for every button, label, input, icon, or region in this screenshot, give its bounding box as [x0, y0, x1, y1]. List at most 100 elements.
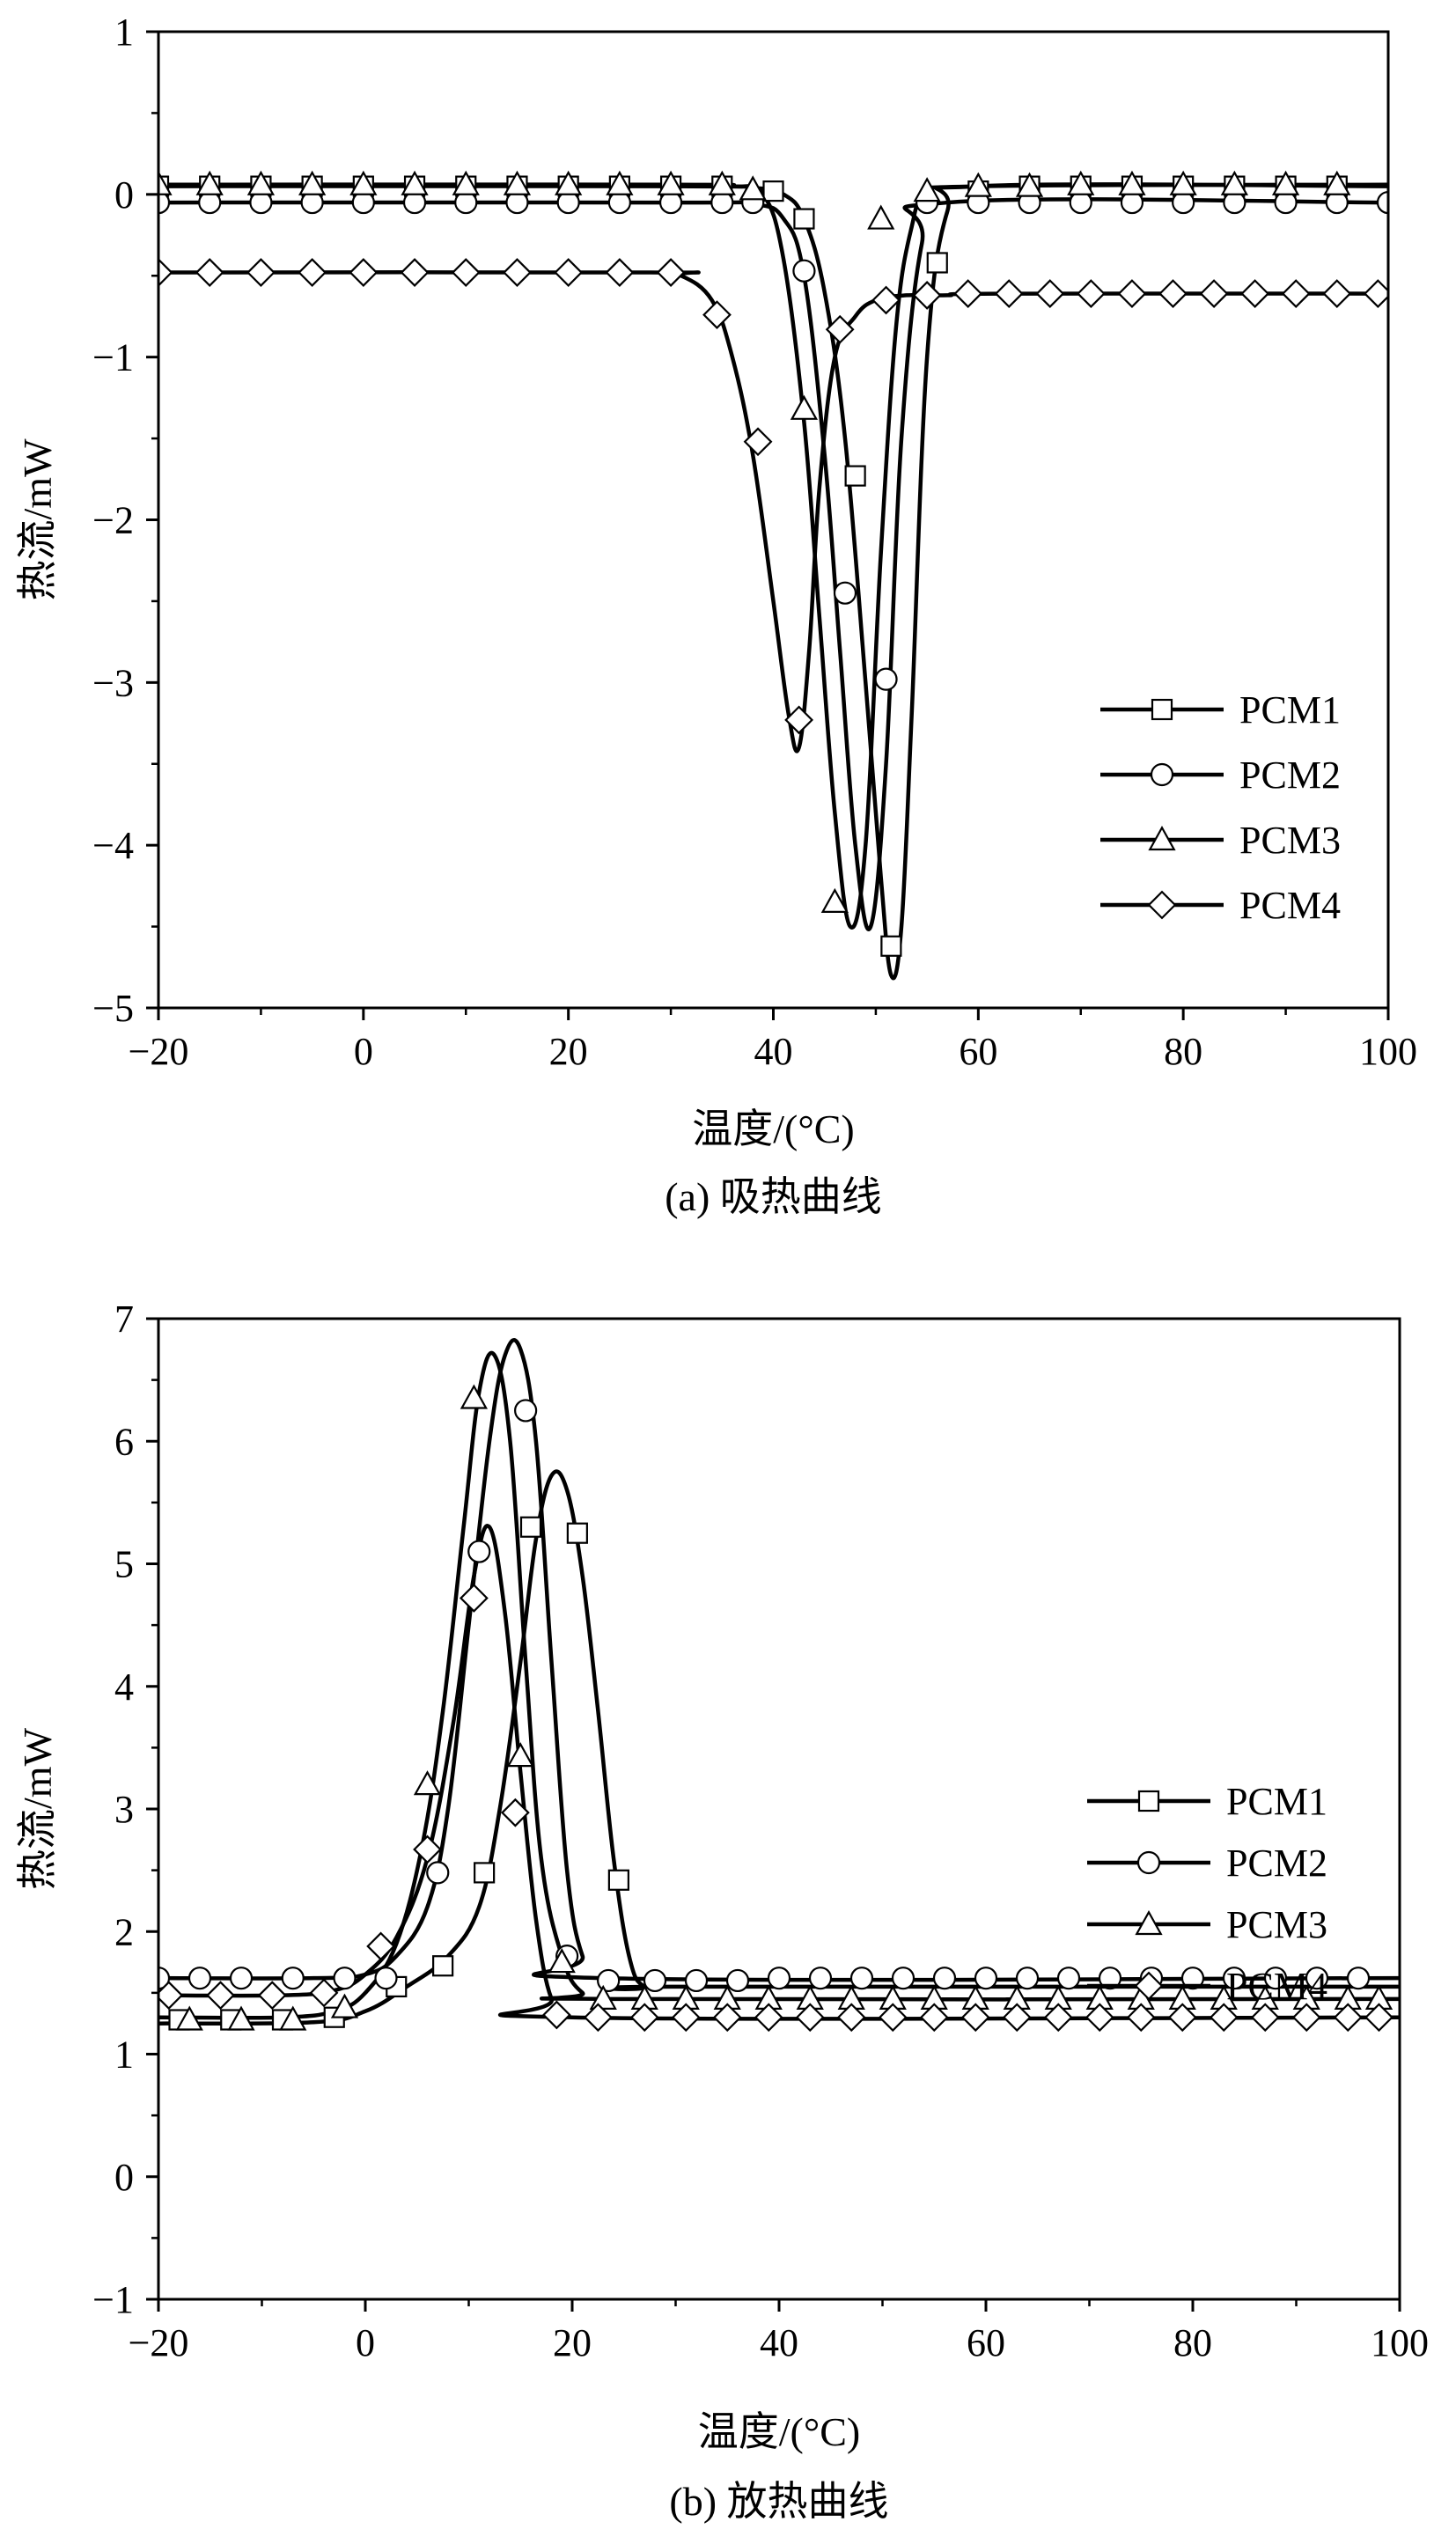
data-point-pcm3 — [867, 204, 895, 230]
plot-frame — [157, 30, 1390, 1010]
series-line-pcm3 — [158, 1350, 1400, 2020]
y-tick-label: 1 — [114, 2033, 134, 2077]
series-line-pcm4 — [158, 1524, 1400, 2021]
data-point-pcm4 — [605, 258, 635, 287]
data-point-pcm1 — [607, 1869, 629, 1891]
legend-label: PCM4 — [1226, 1965, 1327, 2008]
data-point-pcm4 — [878, 2003, 908, 2033]
data-point-pcm4 — [246, 258, 276, 287]
data-point-pcm1 — [519, 1516, 542, 1538]
legend-label: PCM3 — [1239, 819, 1341, 862]
data-point-pcm3 — [790, 394, 819, 420]
data-point-pcm4 — [1002, 2003, 1032, 2033]
data-point-pcm3 — [413, 1770, 442, 1796]
data-point-pcm4 — [206, 1981, 235, 2011]
data-point-pcm4 — [400, 258, 430, 287]
data-point-pcm3 — [330, 1993, 359, 2018]
data-point-pcm3 — [1220, 170, 1248, 195]
data-point-pcm3 — [401, 170, 429, 195]
data-point-pcm3 — [1015, 172, 1044, 197]
data-point-pcm4 — [541, 2000, 571, 2030]
data-point-pcm2 — [643, 1968, 667, 1993]
data-point-pcm2 — [281, 1967, 305, 1990]
data-point-pcm3 — [246, 170, 276, 195]
data-point-pcm3 — [1323, 170, 1351, 195]
data-point-pcm4 — [1076, 279, 1106, 308]
legend-marker-pcm1 — [1151, 698, 1173, 721]
data-point-pcm1 — [474, 1862, 496, 1884]
data-point-pcm2 — [333, 1967, 357, 1990]
data-point-pcm2 — [514, 1399, 538, 1423]
data-point-pcm2 — [767, 1967, 791, 1990]
data-point-pcm1 — [793, 208, 815, 230]
x-tick-label: 60 — [959, 1030, 997, 1073]
series-line-pcm2 — [158, 1338, 1400, 1982]
y-tick-label: 2 — [114, 1910, 134, 1953]
data-point-pcm2 — [467, 1540, 491, 1563]
x-tick-label: 0 — [356, 2321, 375, 2364]
data-point-pcm4 — [1035, 279, 1065, 308]
legend-label: PCM1 — [1226, 1780, 1327, 1823]
data-point-pcm4 — [702, 300, 732, 330]
x-tick-label: 100 — [1359, 1030, 1417, 1073]
data-point-pcm4 — [712, 2003, 742, 2033]
data-point-pcm3 — [227, 2005, 255, 2031]
data-point-pcm3 — [1067, 170, 1095, 195]
data-point-pcm4 — [825, 314, 855, 344]
x-tick-label: 40 — [754, 1030, 793, 1073]
plot-frame — [157, 1317, 1401, 2301]
x-tick-label: 20 — [549, 1030, 588, 1073]
x-tick-label: 100 — [1371, 2321, 1429, 2364]
data-point-pcm4 — [754, 2003, 783, 2033]
data-point-pcm4 — [1322, 279, 1352, 308]
legend-marker-pcm1 — [1137, 1790, 1160, 1812]
data-point-pcm4 — [629, 2003, 659, 2033]
legend-marker-pcm2 — [1136, 1850, 1161, 1875]
data-point-pcm4 — [1167, 2003, 1197, 2033]
data-point-pcm3 — [279, 2005, 307, 2031]
legend-label: PCM1 — [1239, 688, 1341, 732]
data-point-pcm3 — [158, 170, 173, 195]
data-point-pcm3 — [739, 175, 767, 201]
legend-marker-pcm3 — [1135, 1909, 1163, 1936]
x-tick-label: 20 — [553, 2321, 592, 2364]
data-point-pcm4 — [1209, 2003, 1239, 2033]
data-point-pcm1 — [844, 465, 866, 487]
y-tick-label: −3 — [92, 661, 134, 704]
data-point-pcm4 — [366, 1931, 396, 1961]
data-point-pcm3 — [298, 170, 327, 195]
data-point-pcm2 — [1180, 1967, 1205, 1990]
data-point-pcm3 — [1271, 170, 1300, 195]
data-point-pcm3 — [175, 2005, 203, 2031]
data-point-pcm4 — [158, 1981, 184, 2011]
legend-label: PCM2 — [1239, 754, 1341, 797]
data-point-pcm3 — [503, 170, 532, 195]
data-point-pcm3 — [708, 170, 736, 195]
data-point-pcm2 — [874, 667, 898, 691]
legend-marker-pcm3 — [1148, 825, 1176, 851]
data-point-pcm4 — [784, 705, 814, 735]
figure-caption: (a) 吸热曲线 — [665, 1174, 882, 1219]
data-point-pcm2 — [932, 1967, 957, 1990]
series-line-pcm4 — [158, 270, 1388, 754]
data-point-pcm3 — [820, 887, 849, 913]
data-point-pcm4 — [158, 258, 173, 287]
y-tick-label: −5 — [92, 987, 134, 1030]
data-point-pcm2 — [1263, 1967, 1288, 1990]
y-tick-label: −2 — [92, 499, 134, 542]
data-point-pcm2 — [1376, 190, 1388, 215]
y-tick-label: 0 — [114, 173, 134, 217]
data-point-pcm4 — [309, 1978, 339, 2008]
data-point-pcm2 — [188, 1967, 212, 1990]
data-point-pcm3 — [460, 1384, 488, 1409]
series-line-pcm1 — [158, 1469, 1400, 2026]
data-point-pcm4 — [583, 2003, 613, 2033]
data-point-pcm4 — [1240, 279, 1270, 308]
data-point-pcm2 — [158, 190, 171, 215]
data-point-pcm3 — [452, 170, 480, 195]
data-point-pcm4 — [500, 1798, 530, 1827]
data-point-pcm4 — [1085, 2003, 1114, 2033]
data-point-pcm2 — [597, 1968, 621, 1993]
data-point-pcm1 — [926, 252, 948, 274]
y-axis-label: 热流/mW — [15, 1727, 60, 1890]
